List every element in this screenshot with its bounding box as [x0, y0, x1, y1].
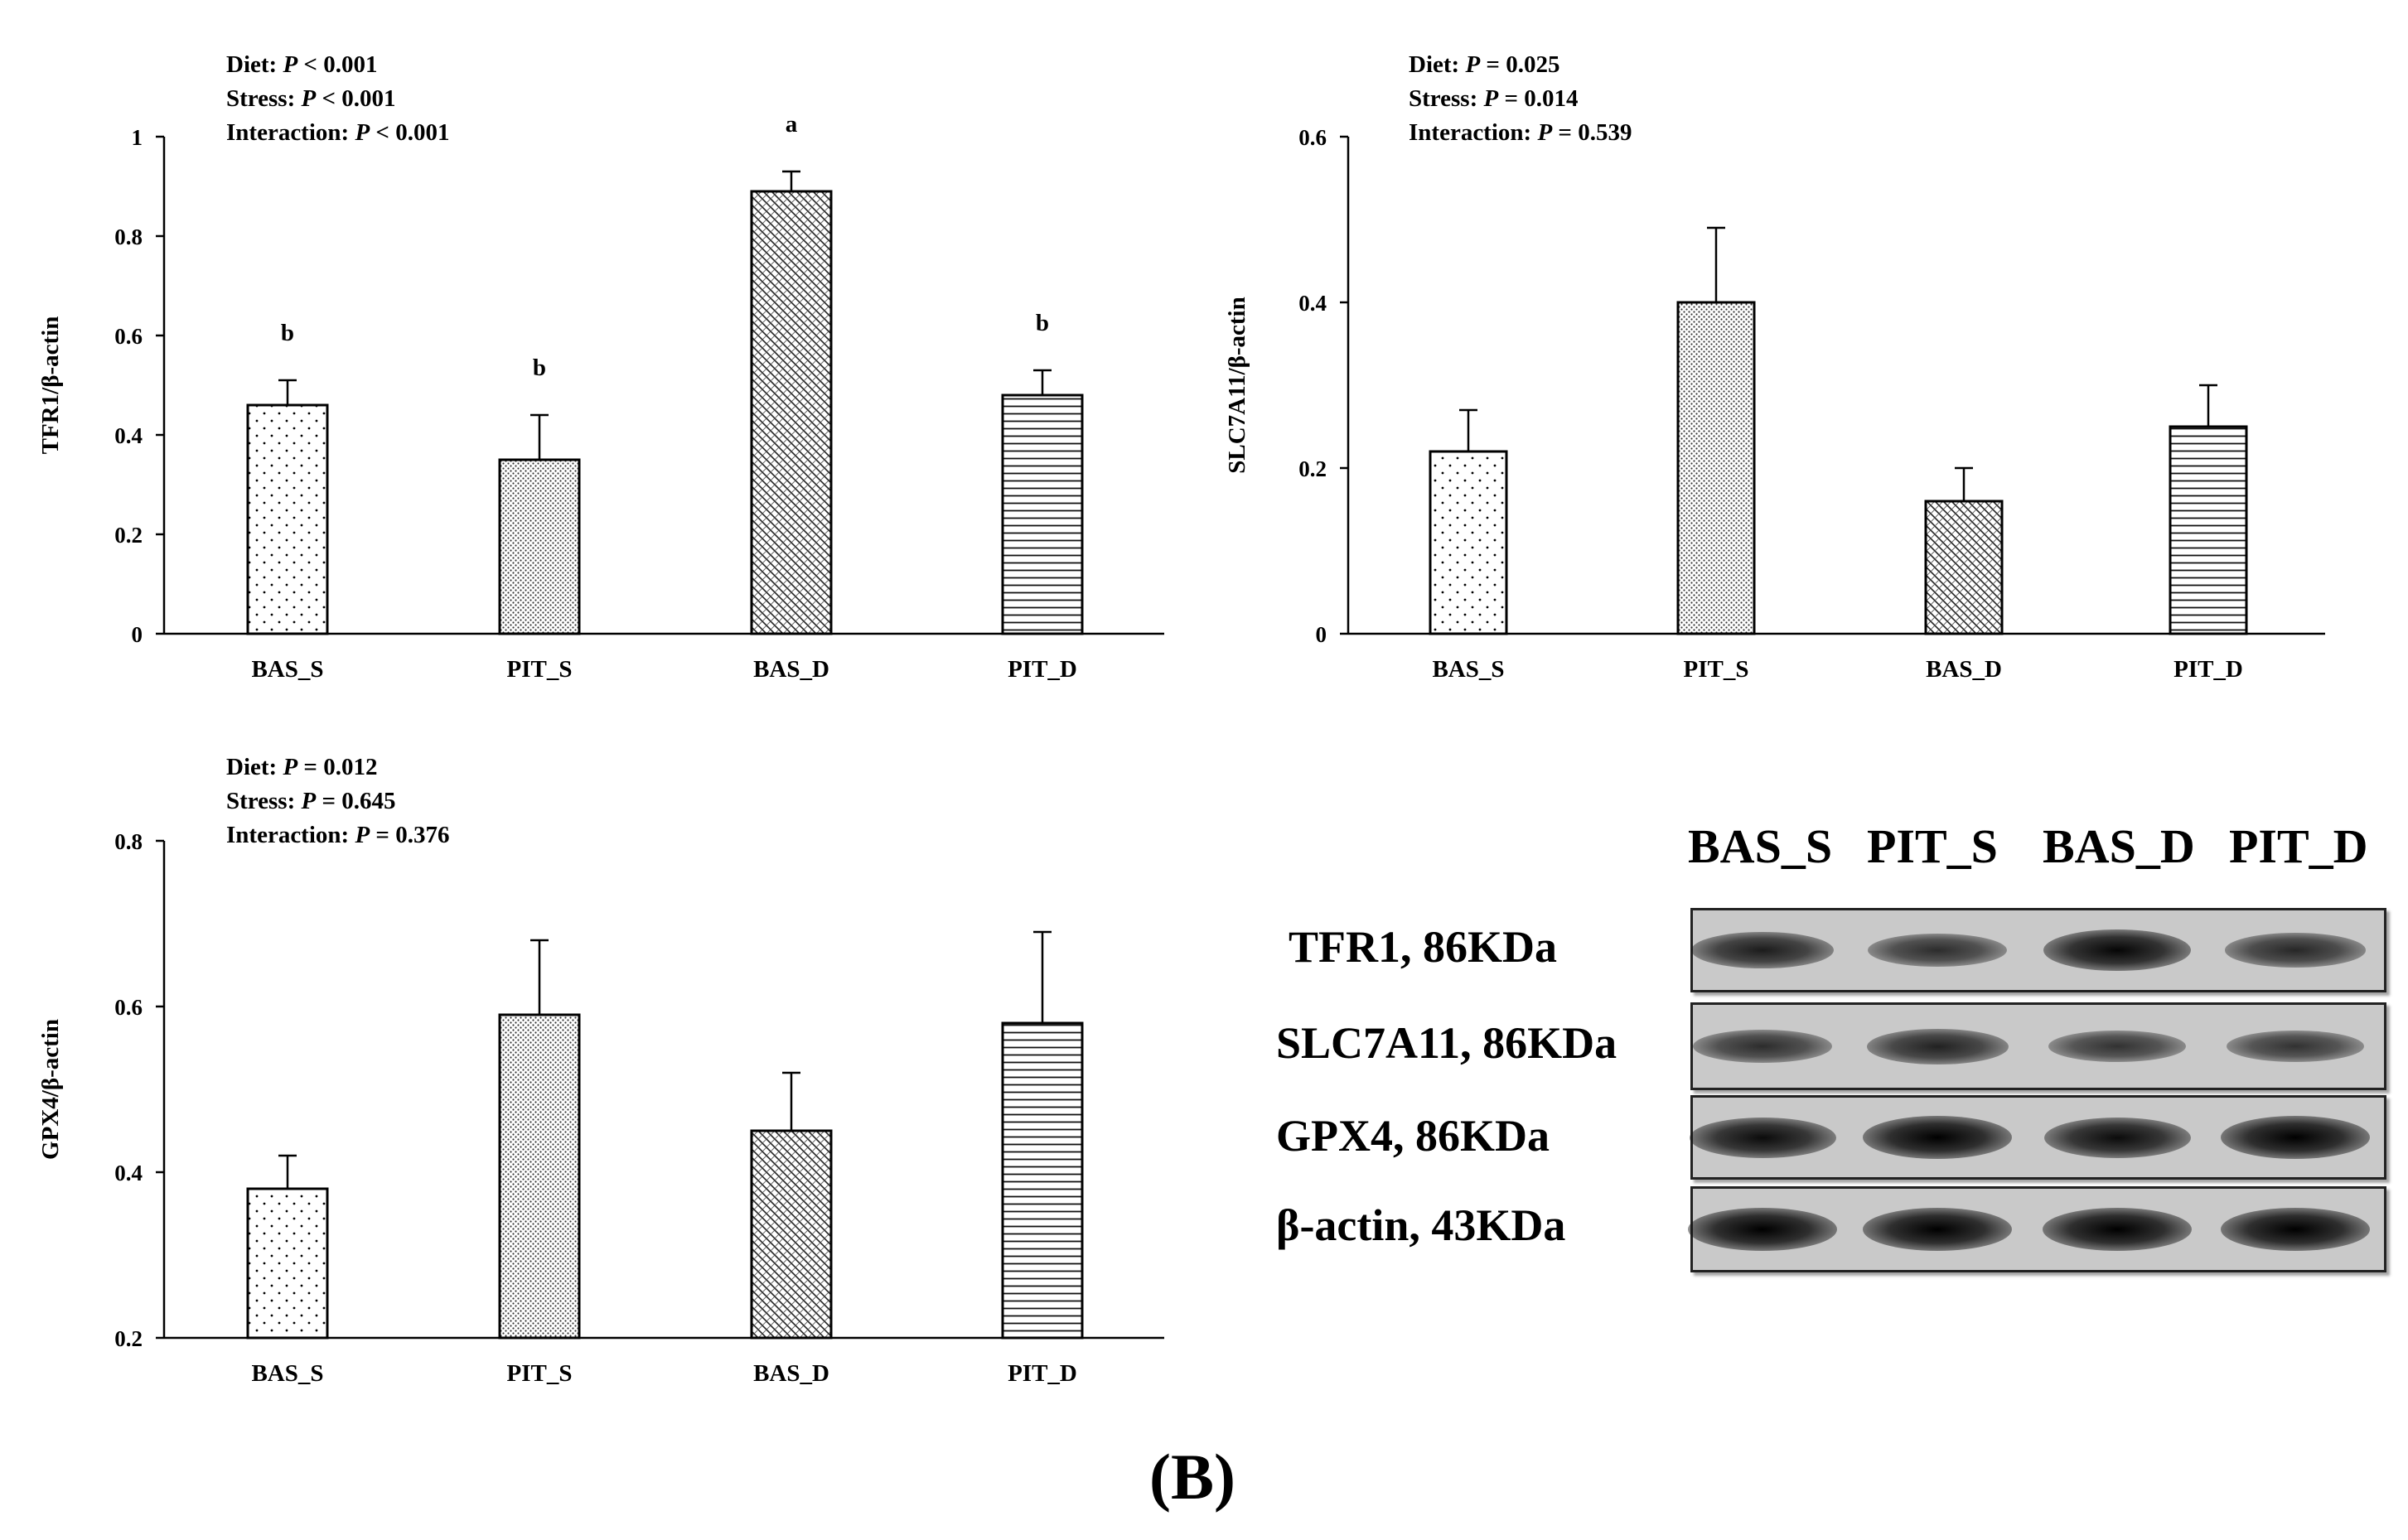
blot-band [2043, 1208, 2192, 1251]
tfr1-y-tick-label: 0.2 [114, 523, 143, 548]
gpx4-y-tick-label: 0.6 [114, 995, 143, 1020]
gpx4-bar-BAS_D [750, 1129, 833, 1340]
tfr1-y-tick-label: 0.6 [114, 324, 143, 349]
slc7a11-bar-PIT_S [1676, 301, 1756, 635]
blot-strip-beta-actin [1688, 1186, 2386, 1272]
gpx4-stats: Diet: P = 0.012 Stress: P = 0.645 Intera… [226, 751, 449, 852]
gpx4-stat-stress: Stress: P = 0.645 [226, 788, 396, 814]
tfr1-significance-letter: b [1036, 310, 1049, 336]
blot-band [1688, 1208, 1837, 1251]
slc7a11-x-tick-label: BAS_D [1926, 656, 2002, 683]
gpx4-bar-PIT_D [1001, 1021, 1084, 1340]
blot-band [1863, 1116, 2012, 1159]
tfr1-x-tick-label: PIT_D [1008, 656, 1077, 683]
blot-row-label: GPX4, 86KDa [1276, 1111, 1550, 1161]
tfr1-chart: 0 0.2 0.4 0.6 0.8 1 TFR1/β-actin b BAS_S b PIT_S a B… [37, 111, 1164, 683]
slc7a11-x-tick-label: PIT_S [1684, 656, 1749, 683]
tfr1-stats: Diet: P < 0.001 Stress: P < 0.001 Intera… [226, 48, 449, 150]
tfr1-x-tick-label: BAS_D [753, 656, 829, 683]
tfr1-bar-PIT_S [498, 458, 581, 635]
slc7a11-y-tick-label: 0 [1316, 622, 1327, 647]
slc7a11-bar-BAS_S [1429, 450, 1508, 635]
tfr1-y-tick-label: 0.4 [114, 423, 143, 448]
panel-label: (B) [1149, 1441, 1235, 1513]
blot-band [1866, 1028, 2009, 1064]
tfr1-significance-letter: b [533, 355, 546, 381]
blot-strip-gpx4 [1689, 1095, 2386, 1180]
slc7a11-stat-interaction: Interaction: P = 0.539 [1409, 119, 1632, 146]
tfr1-y-axis-label: TFR1/β-actin [37, 316, 64, 455]
gpx4-bar-PIT_S [498, 1013, 581, 1340]
blot-band [2225, 933, 2366, 968]
tfr1-x-tick-label: BAS_S [251, 656, 323, 683]
blot-band [2048, 1030, 2187, 1063]
blot-lane-label: PIT_S [1867, 819, 1998, 873]
blot-band [2043, 929, 2192, 972]
blot-band [2221, 1116, 2370, 1159]
blot-band [1689, 1117, 1836, 1158]
slc7a11-stat-stress: Stress: P = 0.014 [1409, 85, 1579, 112]
slc7a11-y-tick-label: 0.6 [1298, 125, 1327, 150]
tfr1-stat-diet: Diet: P < 0.001 [226, 51, 378, 78]
gpx4-stat-interaction: Interaction: P = 0.376 [226, 822, 450, 848]
tfr1-stat-stress: Stress: P < 0.001 [226, 85, 396, 112]
gpx4-y-tick-label: 0.8 [114, 829, 143, 854]
blot-strip-tfr1 [1690, 908, 2386, 992]
blot-band [1693, 1030, 1832, 1063]
blot-row-label: SLC7A11, 86KDa [1276, 1018, 1617, 1068]
blot-band [1863, 1208, 2012, 1251]
blot-strip-slc7a11 [1690, 1002, 2386, 1090]
tfr1-significance-letter: a [786, 111, 798, 138]
tfr1-y-tick-label: 0.8 [114, 224, 143, 249]
slc7a11-bar-PIT_D [2169, 425, 2248, 635]
blot-band [2226, 1030, 2365, 1063]
gpx4-x-tick-label: BAS_S [251, 1360, 323, 1387]
blot-lane-label: BAS_D [2043, 819, 2195, 873]
tfr1-stat-interaction: Interaction: P < 0.001 [226, 119, 450, 146]
blot-band [1868, 934, 2007, 967]
slc7a11-bar-BAS_D [1924, 500, 2004, 635]
gpx4-x-tick-label: BAS_D [753, 1360, 829, 1387]
tfr1-y-tick-label: 0 [132, 622, 143, 647]
blot-lane-label: BAS_S [1688, 819, 1833, 873]
blot-row-label: TFR1, 86KDa [1289, 922, 1557, 972]
blot-row-label: β-actin, 43KDa [1276, 1200, 1566, 1250]
blot-band [2221, 1208, 2370, 1251]
gpx4-bar-BAS_S [246, 1187, 329, 1340]
tfr1-significance-letter: b [281, 320, 294, 346]
blot-lane-label: PIT_D [2229, 819, 2368, 873]
gpx4-y-tick-label: 0.2 [114, 1326, 143, 1351]
gpx4-chart: 0.2 0.4 0.6 0.8 GPX4/β-actin BAS_S PIT_S BAS_D P… [37, 829, 1164, 1387]
slc7a11-x-tick-label: BAS_S [1432, 656, 1504, 683]
slc7a11-x-tick-label: PIT_D [2173, 656, 2243, 683]
slc7a11-stats: Diet: P = 0.025 Stress: P = 0.014 Intera… [1409, 48, 1632, 150]
slc7a11-y-tick-label: 0.4 [1298, 291, 1327, 316]
gpx4-x-tick-label: PIT_D [1008, 1360, 1077, 1387]
blot-band [2043, 1117, 2191, 1158]
slc7a11-y-axis-label: SLC7A11/β-actin [1224, 297, 1250, 473]
tfr1-y-tick-label: 1 [132, 125, 143, 150]
gpx4-y-tick-label: 0.4 [114, 1161, 143, 1185]
slc7a11-y-tick-label: 0.2 [1298, 456, 1327, 481]
slc7a11-chart: 0 0.2 0.4 0.6 SLC7A11/β-actin BAS_S PIT_S BAS_D… [1224, 125, 2325, 683]
slc7a11-stat-diet: Diet: P = 0.025 [1409, 51, 1560, 78]
blot-band [1690, 931, 1835, 969]
gpx4-x-tick-label: PIT_S [507, 1360, 573, 1387]
gpx4-y-axis-label: GPX4/β-actin [37, 1019, 64, 1160]
tfr1-x-tick-label: PIT_S [507, 656, 573, 683]
gpx4-stat-diet: Diet: P = 0.012 [226, 754, 378, 780]
